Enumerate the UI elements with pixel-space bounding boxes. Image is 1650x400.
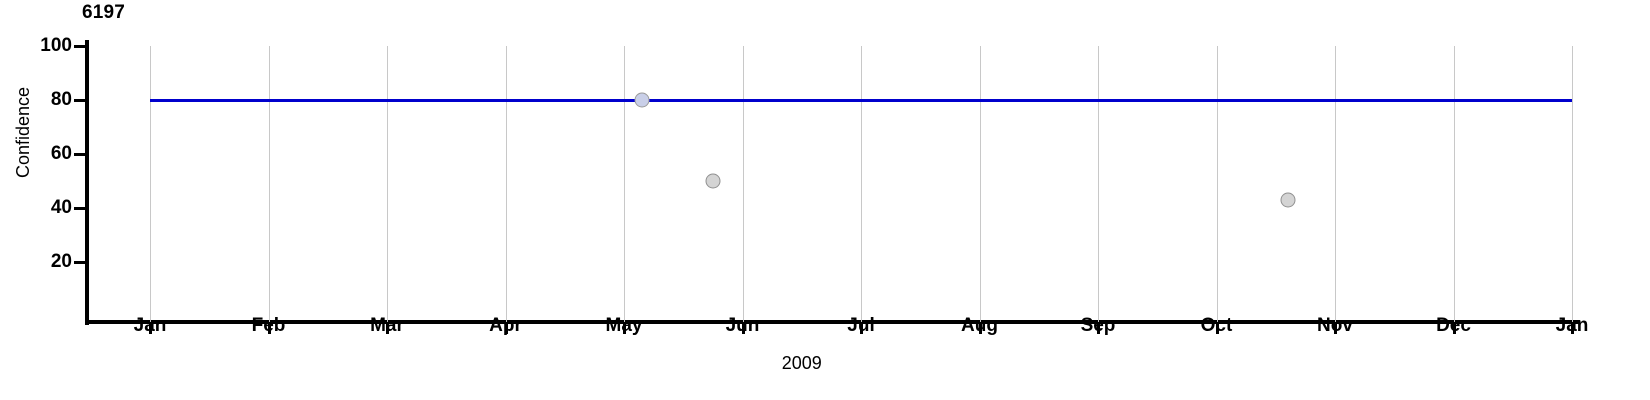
x-tick-label: Oct <box>1200 315 1233 336</box>
x-axis-line <box>85 320 1580 324</box>
x-axis-title: 2009 <box>781 353 822 373</box>
x-tick-label: Feb <box>251 315 286 336</box>
x-tick-mark <box>267 322 271 334</box>
gridline-vertical <box>742 46 744 322</box>
gridline-vertical <box>624 46 625 322</box>
y-tick-label: 100 <box>40 35 72 56</box>
gridline-vertical <box>979 46 981 322</box>
x-tick-label: Apr <box>489 315 522 336</box>
x-tick-mark <box>860 322 863 334</box>
x-tick-mark <box>1097 322 1100 334</box>
threshold-line <box>150 99 1572 102</box>
x-tick-mark <box>741 322 745 334</box>
x-tick-mark <box>1215 322 1219 334</box>
x-tick-label: Dec <box>1436 315 1471 336</box>
x-tick-mark <box>978 322 982 334</box>
chart-title: 6197 <box>82 2 126 23</box>
data-point[interactable] <box>1280 192 1296 208</box>
x-tick-mark <box>1571 322 1574 334</box>
x-tick-label: Sep <box>1080 315 1116 336</box>
x-tick-mark <box>1334 322 1337 334</box>
x-tick-label: May <box>605 315 643 336</box>
gridline-vertical <box>268 46 270 322</box>
data-point[interactable] <box>634 92 650 108</box>
gridline-vertical <box>150 46 151 322</box>
gridline-vertical <box>861 46 862 322</box>
gridline-vertical <box>1335 46 1336 322</box>
gridline-vertical <box>1216 46 1218 322</box>
y-tick-mark <box>74 99 86 102</box>
x-tick-mark <box>504 322 508 334</box>
y-tick-mark <box>74 207 86 210</box>
y-tick-label: 20 <box>50 251 72 272</box>
x-tick-mark <box>149 322 152 334</box>
x-tick-label: Mar <box>370 315 404 336</box>
y-tick-label: 60 <box>50 143 72 164</box>
gridline-vertical <box>1453 46 1455 322</box>
y-tick-mark <box>74 261 86 264</box>
gridline-vertical <box>1572 46 1573 322</box>
y-axis-line <box>85 40 89 325</box>
y-tick-label: 40 <box>50 197 72 218</box>
y-tick-mark <box>74 45 86 48</box>
data-point[interactable] <box>705 173 721 189</box>
x-tick-label: Jan <box>133 315 167 336</box>
y-tick-label: 80 <box>50 89 72 110</box>
x-tick-label: Aug <box>961 315 998 336</box>
x-tick-mark <box>386 322 389 334</box>
x-tick-label: Nov <box>1317 315 1353 336</box>
y-axis-title: Confidence <box>13 86 34 179</box>
x-tick-label: Jun <box>725 315 760 336</box>
gridline-vertical <box>505 46 507 322</box>
x-tick-mark <box>623 322 626 334</box>
y-tick-mark <box>74 153 86 156</box>
x-tick-label: Jan <box>1555 315 1589 336</box>
gridline-vertical <box>387 46 388 322</box>
x-tick-mark <box>1452 322 1456 334</box>
gridline-vertical <box>1098 46 1099 322</box>
x-tick-label: Jul <box>847 315 875 336</box>
